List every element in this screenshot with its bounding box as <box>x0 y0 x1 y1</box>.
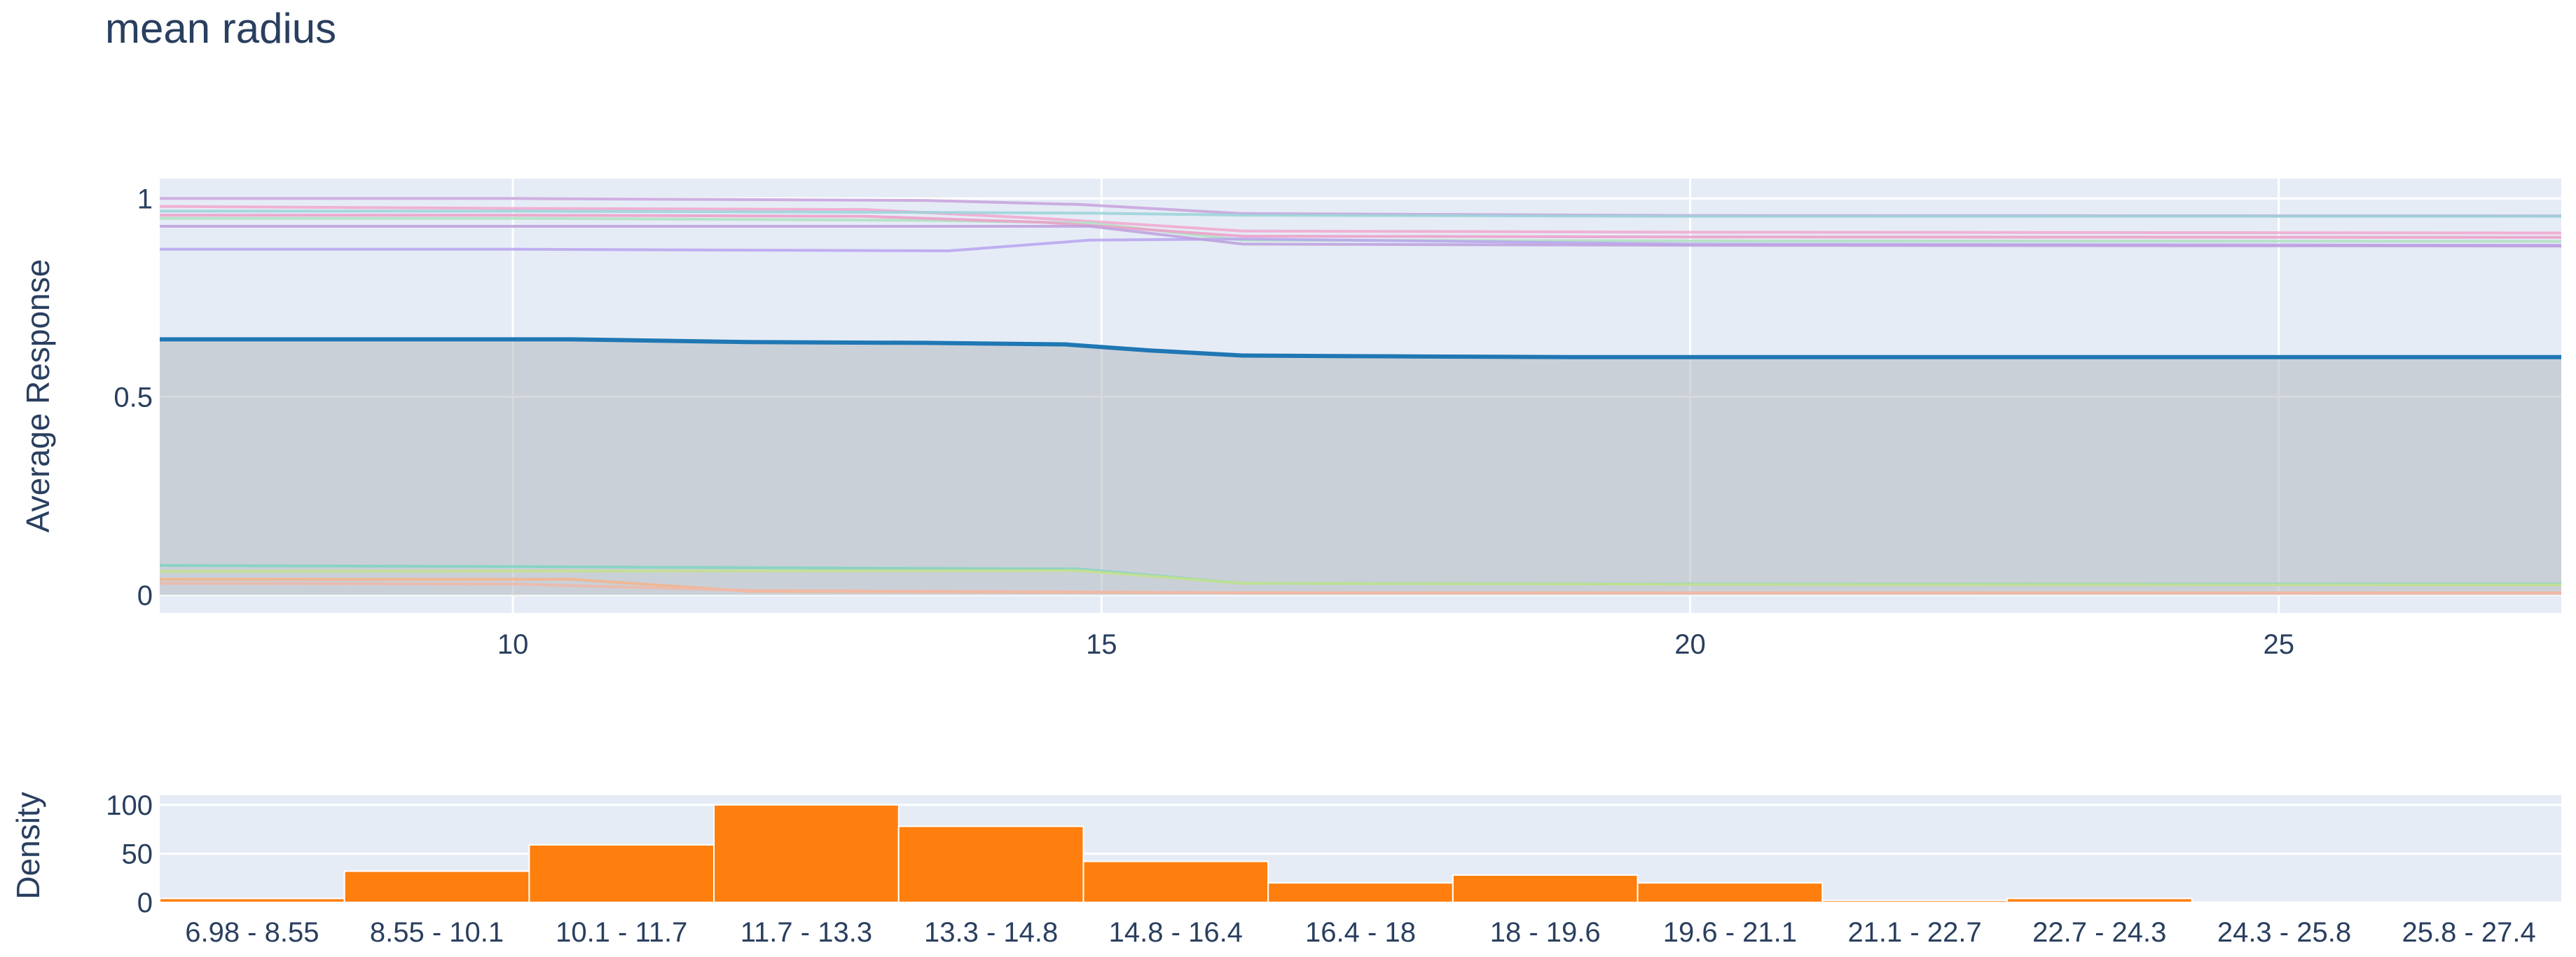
density-bar <box>159 897 345 904</box>
bin-label: 25.8 - 27.4 <box>2402 917 2536 948</box>
x-tick-label: 15 <box>1086 629 1117 660</box>
y-tick-label: 0 <box>137 581 153 612</box>
series-line-2 <box>159 205 2562 235</box>
series-line-9 <box>159 569 2562 586</box>
density-bar <box>897 825 1084 903</box>
density-bar <box>1267 882 1454 903</box>
series-line-11 <box>159 581 2562 595</box>
bin-label: 8.55 - 10.1 <box>370 917 504 948</box>
x-tick-label: 25 <box>2263 629 2294 660</box>
bin-label: 11.7 - 13.3 <box>741 917 872 948</box>
bin-label: 10.1 - 11.7 <box>556 917 687 948</box>
series-line-7 <box>160 224 2562 248</box>
density-bar <box>1082 860 1269 903</box>
density-tick-label: 0 <box>137 888 153 918</box>
density-bar <box>1452 874 1639 904</box>
bin-label: 14.8 - 16.4 <box>1109 917 1243 948</box>
y-tick-label: 1 <box>137 184 153 214</box>
chart-title: mean radius <box>105 5 337 52</box>
density-bar <box>528 844 715 904</box>
y-axis-label: Average Response <box>20 259 56 532</box>
bin-label: 22.7 - 24.3 <box>2032 917 2166 948</box>
density-bar <box>1637 882 1824 903</box>
x-tick-label: 20 <box>1674 629 1706 660</box>
density-tick-label: 50 <box>122 839 153 869</box>
series-line-4 <box>160 209 2561 218</box>
series-line-3 <box>160 216 2562 243</box>
bin-label: 16.4 - 18 <box>1305 917 1416 948</box>
y-tick-label: 0.5 <box>113 382 153 413</box>
bin-label: 6.98 - 8.55 <box>185 917 319 948</box>
bin-label: 18 - 19.6 <box>1490 917 1601 948</box>
bin-label: 21.1 - 22.7 <box>1847 917 1981 948</box>
bin-label: 13.3 - 14.8 <box>924 917 1058 948</box>
density-axis-label: Density <box>10 792 46 899</box>
density-bar <box>343 870 530 904</box>
confidence-band <box>160 339 2561 595</box>
density-bar <box>2006 897 2193 904</box>
series-line-5 <box>160 214 2562 239</box>
x-tick-label: 10 <box>497 629 529 660</box>
bin-label: 24.3 - 25.8 <box>2217 917 2351 948</box>
density-tick-label: 100 <box>106 790 153 821</box>
bin-label: 19.6 - 21.1 <box>1663 917 1797 948</box>
average-line <box>160 337 2561 359</box>
density-bar <box>1821 900 2008 903</box>
density-bar <box>713 804 900 903</box>
